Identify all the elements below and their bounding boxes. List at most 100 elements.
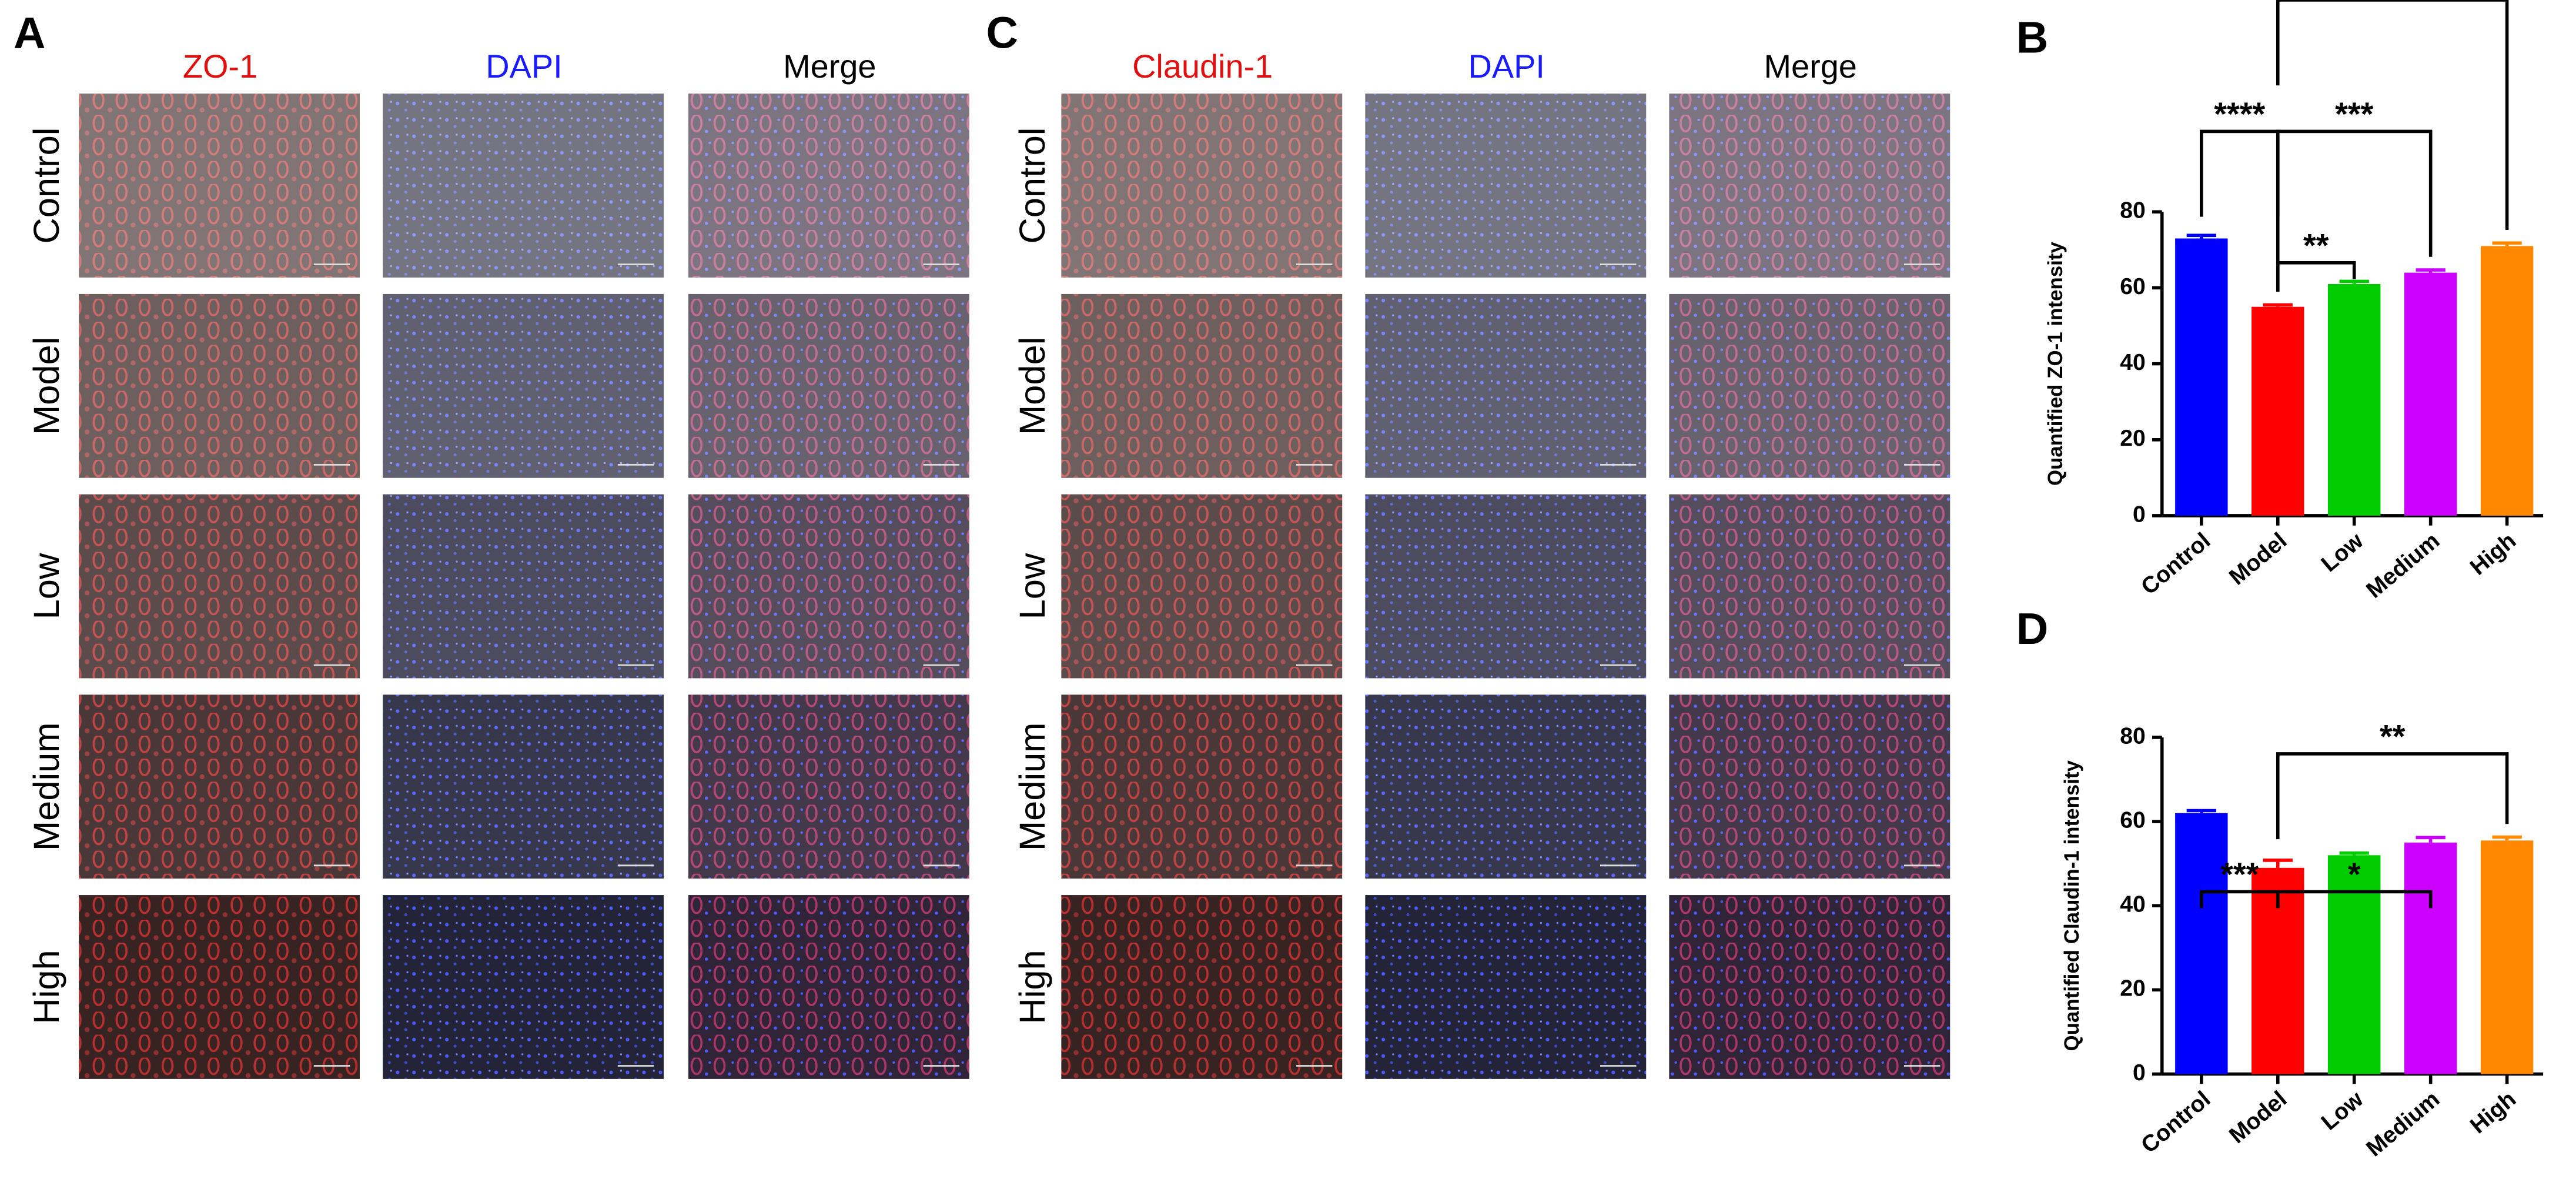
x-tick-label: Medium bbox=[2361, 1086, 2444, 1161]
significance-label: **** bbox=[2214, 95, 2265, 132]
micrograph bbox=[1061, 694, 1343, 879]
significance-label: * bbox=[2348, 856, 2361, 893]
micrograph bbox=[1365, 93, 1647, 278]
micrograph bbox=[688, 494, 969, 679]
significance-bracket bbox=[2276, 890, 2433, 909]
significance-label: ** bbox=[2303, 226, 2329, 263]
x-tick-label: High bbox=[2465, 528, 2521, 580]
row-label: Control bbox=[1012, 128, 1053, 244]
y-tick-label: 20 bbox=[2120, 426, 2146, 451]
micrograph bbox=[1365, 293, 1647, 478]
micrograph bbox=[79, 293, 360, 478]
column-header: DAPI bbox=[1468, 48, 1544, 85]
y-axis-label: Quantified ZO-1 intensity bbox=[2044, 242, 2067, 486]
y-tick-label: 20 bbox=[2120, 976, 2146, 1001]
row-label: Medium bbox=[26, 723, 67, 851]
micrograph bbox=[383, 293, 664, 478]
significance-bracket bbox=[2276, 129, 2433, 257]
error-bar bbox=[2186, 809, 2216, 813]
micrograph bbox=[79, 895, 360, 1079]
significance-label: **** bbox=[2367, 0, 2418, 1]
row-label: Model bbox=[26, 337, 67, 435]
y-tick-label: 80 bbox=[2120, 198, 2146, 223]
column-header: Merge bbox=[1764, 48, 1856, 85]
micrograph bbox=[1669, 494, 1951, 679]
panel-letter: A bbox=[14, 8, 45, 57]
bar bbox=[2175, 238, 2228, 516]
error-bar bbox=[2416, 268, 2445, 273]
column-header: DAPI bbox=[486, 48, 562, 85]
error-bar bbox=[2492, 835, 2522, 841]
row-label: Medium bbox=[1012, 723, 1053, 851]
column-header: Claudin-1 bbox=[1132, 48, 1273, 85]
row-label: Control bbox=[26, 128, 67, 244]
error-bar bbox=[2416, 836, 2445, 843]
row-label: Low bbox=[26, 553, 67, 619]
x-tick-label: Medium bbox=[2361, 528, 2444, 603]
micrograph bbox=[688, 93, 969, 278]
micrograph bbox=[1669, 93, 1951, 278]
bar bbox=[2404, 842, 2457, 1074]
micrograph bbox=[1365, 895, 1647, 1079]
error-bar bbox=[2263, 303, 2293, 307]
x-tick-label: Model bbox=[2224, 1086, 2291, 1148]
y-axis-label: Quantified Claudin-1 intensity bbox=[2060, 760, 2083, 1051]
significance-label: *** bbox=[2220, 856, 2259, 893]
y-tick-label: 40 bbox=[2120, 350, 2146, 375]
micrograph bbox=[1365, 494, 1647, 679]
micrograph bbox=[1669, 694, 1951, 879]
panel-letter: B bbox=[2016, 13, 2048, 62]
micrograph bbox=[688, 895, 969, 1079]
x-tick-label: High bbox=[2465, 1086, 2521, 1138]
bar bbox=[2175, 813, 2228, 1074]
error-bar bbox=[2339, 279, 2369, 284]
bar bbox=[2328, 283, 2381, 516]
micrograph bbox=[1365, 694, 1647, 879]
panel-letter: D bbox=[2016, 604, 2048, 653]
significance-bracket bbox=[2276, 752, 2509, 840]
micrograph bbox=[1061, 494, 1343, 679]
error-bar bbox=[2339, 851, 2369, 856]
micrograph bbox=[688, 694, 969, 879]
error-bar bbox=[2186, 233, 2216, 239]
micrograph bbox=[1669, 895, 1951, 1079]
bar bbox=[2480, 840, 2534, 1074]
row-label: Model bbox=[1012, 337, 1053, 435]
error-bar bbox=[2492, 241, 2522, 246]
error-bar bbox=[2263, 859, 2293, 868]
column-header: Merge bbox=[783, 48, 876, 85]
micrograph bbox=[79, 494, 360, 679]
micrograph bbox=[383, 494, 664, 679]
significance-label: ** bbox=[2380, 718, 2406, 755]
y-tick-label: 0 bbox=[2133, 502, 2146, 527]
micrograph bbox=[688, 293, 969, 478]
bar bbox=[2404, 272, 2457, 516]
significance-label: *** bbox=[2335, 95, 2373, 132]
bar bbox=[2252, 306, 2304, 516]
y-tick-label: 60 bbox=[2120, 807, 2146, 833]
micrograph bbox=[79, 694, 360, 879]
significance-bracket bbox=[2276, 261, 2356, 292]
micrograph bbox=[1061, 895, 1343, 1079]
micrograph bbox=[1669, 293, 1951, 478]
micrograph bbox=[383, 895, 664, 1079]
micrograph bbox=[1061, 93, 1343, 278]
micrograph bbox=[383, 93, 664, 278]
y-tick-label: 80 bbox=[2120, 723, 2146, 749]
y-tick-label: 40 bbox=[2120, 892, 2146, 917]
x-tick-label: Control bbox=[2136, 528, 2215, 600]
column-header: ZO-1 bbox=[183, 48, 257, 85]
panel-letter: C bbox=[986, 8, 1018, 57]
row-label: High bbox=[26, 950, 67, 1024]
micrograph bbox=[79, 93, 360, 278]
x-tick-label: Low bbox=[2317, 1086, 2368, 1135]
x-tick-label: Low bbox=[2317, 528, 2368, 577]
y-tick-label: 0 bbox=[2133, 1060, 2146, 1086]
micrograph bbox=[1061, 293, 1343, 478]
significance-bracket bbox=[2276, 0, 2509, 230]
x-tick-label: Model bbox=[2224, 528, 2291, 590]
y-tick-label: 60 bbox=[2120, 274, 2146, 299]
row-label: Low bbox=[1012, 553, 1053, 619]
